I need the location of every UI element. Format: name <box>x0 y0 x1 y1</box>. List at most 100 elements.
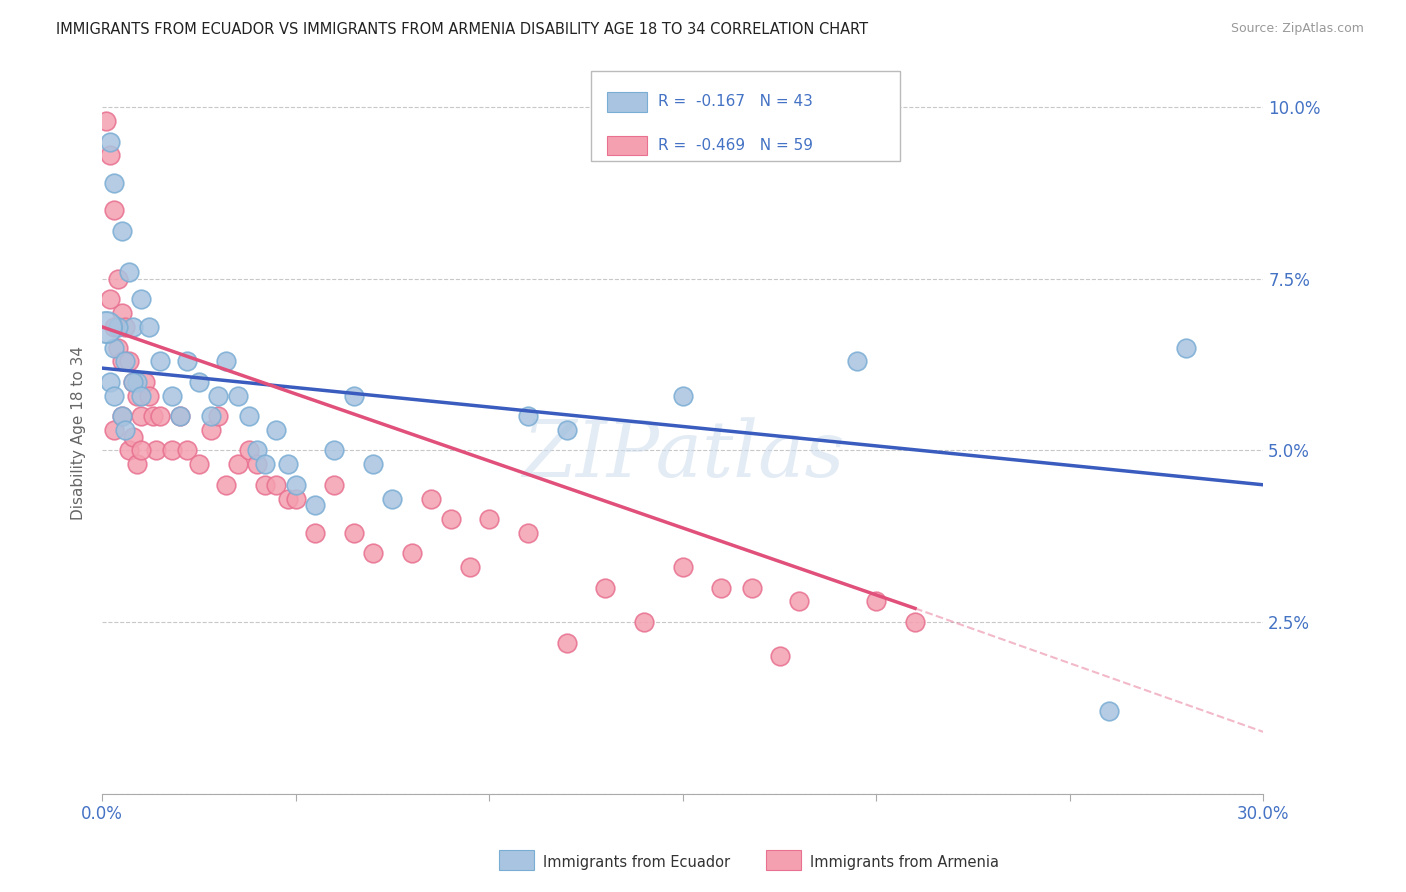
Point <box>238 443 260 458</box>
Point <box>555 635 578 649</box>
Text: Source: ZipAtlas.com: Source: ZipAtlas.com <box>1230 22 1364 36</box>
Point <box>114 320 136 334</box>
Text: ZIPatlas: ZIPatlas <box>522 417 844 493</box>
Point <box>284 491 307 506</box>
Point <box>122 320 145 334</box>
Point <box>149 409 172 424</box>
Point <box>94 320 117 334</box>
Point <box>277 491 299 506</box>
Point <box>420 491 443 506</box>
Point <box>107 341 129 355</box>
Point <box>215 354 238 368</box>
Point <box>246 457 269 471</box>
Point <box>595 581 617 595</box>
Point <box>107 320 129 334</box>
Point <box>238 409 260 424</box>
Point <box>633 615 655 629</box>
Point <box>110 354 132 368</box>
Point <box>160 388 183 402</box>
Point <box>845 354 868 368</box>
Point <box>103 388 125 402</box>
Point <box>94 114 117 128</box>
Point <box>118 265 141 279</box>
Text: Immigrants from Armenia: Immigrants from Armenia <box>810 855 998 870</box>
Text: R =  -0.167   N = 43: R = -0.167 N = 43 <box>658 95 813 109</box>
Point <box>122 430 145 444</box>
Point <box>343 388 366 402</box>
Point <box>103 176 125 190</box>
Point <box>110 306 132 320</box>
Point <box>246 443 269 458</box>
Point <box>401 546 423 560</box>
Point <box>129 409 152 424</box>
Point <box>458 560 481 574</box>
Point <box>207 409 229 424</box>
Point <box>323 443 346 458</box>
Point <box>125 457 148 471</box>
Point <box>517 525 540 540</box>
Point <box>253 478 276 492</box>
Point <box>176 443 198 458</box>
Point <box>787 594 810 608</box>
Point <box>517 409 540 424</box>
Point <box>114 423 136 437</box>
Text: IMMIGRANTS FROM ECUADOR VS IMMIGRANTS FROM ARMENIA DISABILITY AGE 18 TO 34 CORRE: IMMIGRANTS FROM ECUADOR VS IMMIGRANTS FR… <box>56 22 869 37</box>
Point <box>1174 341 1197 355</box>
Point <box>169 409 191 424</box>
Point <box>103 203 125 218</box>
Text: R =  -0.469   N = 59: R = -0.469 N = 59 <box>658 138 813 153</box>
Point <box>125 375 148 389</box>
Point <box>478 512 501 526</box>
Point <box>361 457 384 471</box>
Point <box>304 525 326 540</box>
Point <box>672 560 695 574</box>
Point <box>188 457 211 471</box>
Point <box>266 423 288 437</box>
Point <box>107 272 129 286</box>
Point <box>98 293 121 307</box>
Point <box>129 443 152 458</box>
Point <box>904 615 927 629</box>
Point <box>110 409 132 424</box>
Point <box>768 649 790 664</box>
Point <box>122 375 145 389</box>
Point <box>103 423 125 437</box>
Point <box>169 409 191 424</box>
Y-axis label: Disability Age 18 to 34: Disability Age 18 to 34 <box>72 346 86 520</box>
Point <box>118 443 141 458</box>
Point <box>129 293 152 307</box>
Point <box>110 224 132 238</box>
Point <box>129 388 152 402</box>
Point <box>207 388 229 402</box>
Point <box>555 423 578 437</box>
Point <box>226 457 249 471</box>
Point <box>138 320 160 334</box>
Point <box>200 409 222 424</box>
Point <box>439 512 461 526</box>
Point <box>284 478 307 492</box>
Point <box>304 499 326 513</box>
Point <box>114 354 136 368</box>
Point <box>200 423 222 437</box>
Point <box>145 443 167 458</box>
Point <box>118 354 141 368</box>
Point <box>160 443 183 458</box>
Point <box>741 581 763 595</box>
Point <box>323 478 346 492</box>
Point <box>98 148 121 162</box>
Point <box>138 388 160 402</box>
Point <box>149 354 172 368</box>
Point <box>361 546 384 560</box>
Point <box>125 388 148 402</box>
Point <box>865 594 887 608</box>
Point <box>710 581 733 595</box>
Point <box>343 525 366 540</box>
Point <box>103 341 125 355</box>
Point <box>215 478 238 492</box>
Point <box>103 320 125 334</box>
Point <box>110 409 132 424</box>
Point <box>98 375 121 389</box>
Point <box>122 375 145 389</box>
Point <box>176 354 198 368</box>
Point <box>141 409 163 424</box>
